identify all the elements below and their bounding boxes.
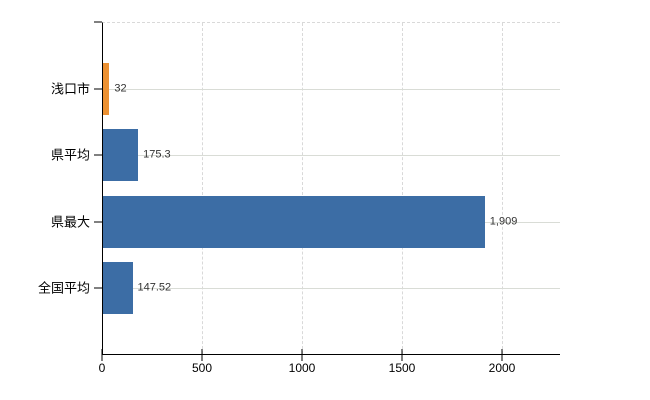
bar-value-label: 1,909 (489, 215, 518, 228)
vertical-gridline (302, 23, 303, 354)
x-tick-label: 0 (98, 361, 106, 375)
bar-value-label: 175.3 (143, 148, 171, 161)
x-tick-label: 2000 (488, 361, 516, 375)
category-label: 全国平均 (37, 280, 90, 296)
y-axis-top-tick (94, 21, 102, 23)
x-tick-label: 500 (191, 361, 213, 375)
horizontal-gridline (103, 155, 560, 157)
bar-value-label: 32 (114, 82, 127, 95)
x-tick-label: 1000 (288, 361, 316, 375)
x-axis-tick (301, 349, 303, 361)
x-axis-tick (501, 349, 503, 361)
bar (103, 129, 139, 182)
category-label: 県最大 (50, 214, 90, 230)
y-axis-tick (94, 221, 102, 223)
bar (103, 262, 133, 315)
category-label: 浅口市 (50, 81, 90, 97)
x-axis-tick (201, 349, 203, 361)
vertical-gridline (502, 23, 503, 354)
bar (103, 62, 110, 115)
bar (103, 195, 485, 248)
category-label: 県平均 (50, 147, 90, 163)
horizontal-gridline (103, 288, 560, 290)
bar-value-label: 147.52 (137, 281, 172, 294)
plot-area: 32 175.3 1,909 147.52 (102, 22, 560, 355)
x-tick-label: 1500 (388, 361, 416, 375)
y-axis-tick (94, 287, 102, 289)
y-axis-tick (94, 154, 102, 156)
vertical-gridline (202, 23, 203, 354)
horizontal-gridline (103, 88, 560, 90)
x-axis-tick (101, 349, 103, 361)
x-axis-tick (401, 349, 403, 361)
y-axis-tick (94, 88, 102, 90)
vertical-gridline (402, 23, 403, 354)
